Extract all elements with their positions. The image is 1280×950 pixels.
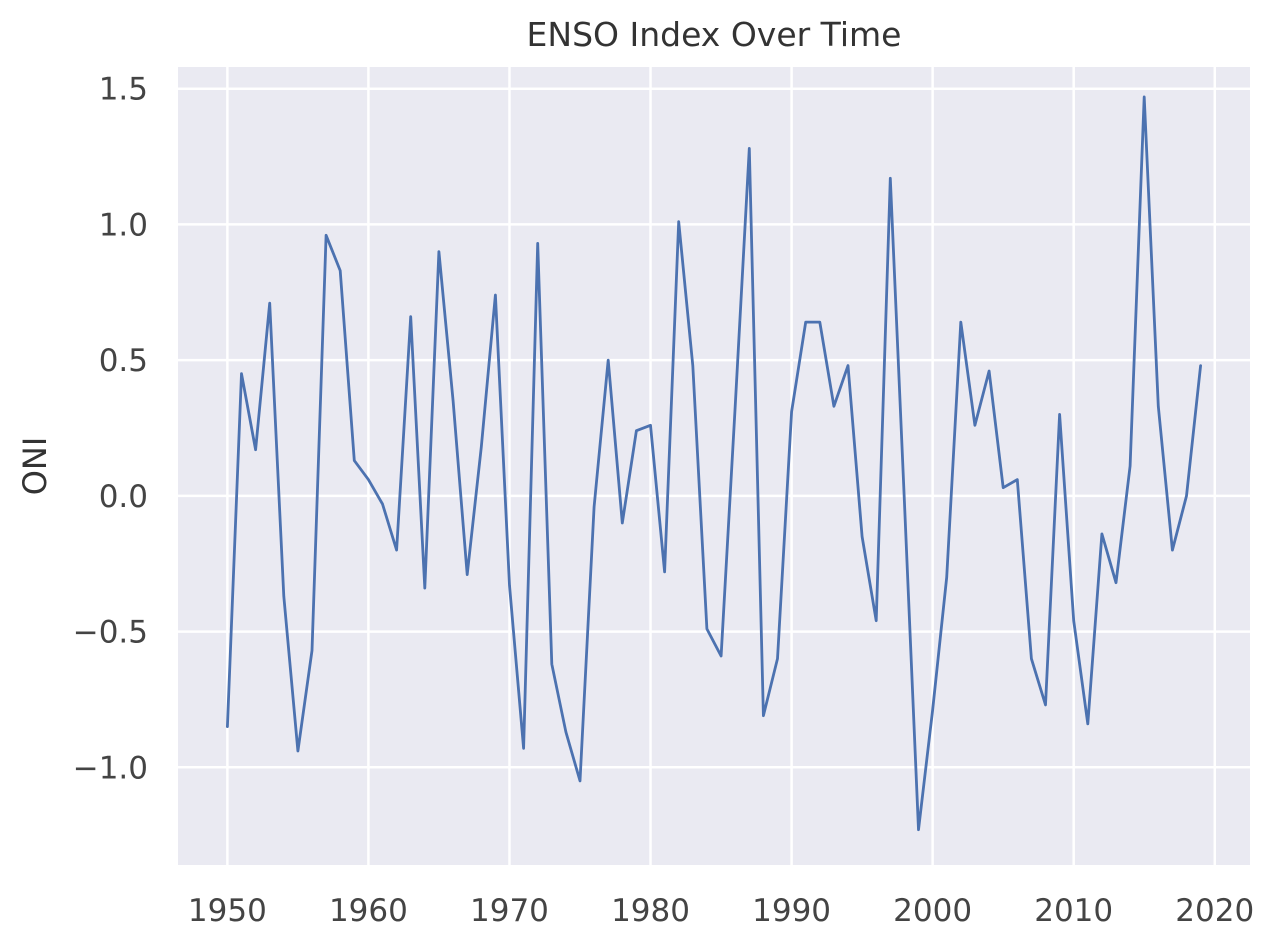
x-tick-label: 2000 xyxy=(893,893,972,929)
x-tick-label: 1960 xyxy=(329,893,408,929)
y-tick-label: 0.0 xyxy=(99,479,148,515)
x-tick-label: 1950 xyxy=(188,893,267,929)
data-point xyxy=(437,250,441,254)
data-point xyxy=(649,423,653,427)
y-tick-label: 1.0 xyxy=(99,207,148,243)
data-point xyxy=(761,714,765,718)
data-point xyxy=(1114,581,1118,585)
plot-area xyxy=(178,67,1250,865)
data-point xyxy=(832,404,836,408)
data-point xyxy=(225,725,229,729)
data-point xyxy=(804,320,808,324)
x-tick-label: 1980 xyxy=(611,893,690,929)
data-point xyxy=(564,730,568,734)
data-point xyxy=(945,575,949,579)
data-point xyxy=(959,320,963,324)
data-point xyxy=(987,369,991,373)
data-point xyxy=(366,478,370,482)
y-tick-label: −1.0 xyxy=(73,750,148,786)
y-axis-ticks: −1.0 −0.5 0.0 0.5 1.0 1.5 xyxy=(73,72,148,787)
data-point xyxy=(691,364,695,368)
data-point xyxy=(1044,703,1048,707)
x-tick-label: 1970 xyxy=(470,893,549,929)
data-point xyxy=(522,746,526,750)
data-point xyxy=(381,502,385,506)
data-point xyxy=(1128,464,1132,468)
data-point xyxy=(1015,478,1019,482)
data-point xyxy=(508,583,512,587)
data-point xyxy=(310,649,314,653)
grid-lines xyxy=(178,67,1250,865)
data-point xyxy=(790,410,794,414)
data-point xyxy=(1199,364,1203,368)
data-point xyxy=(352,459,356,463)
data-point xyxy=(606,358,610,362)
data-point xyxy=(282,594,286,598)
data-point xyxy=(493,293,497,297)
data-point xyxy=(296,749,300,753)
series-line-oni xyxy=(225,95,1202,832)
y-axis-title: ONI xyxy=(16,437,54,496)
data-point xyxy=(578,779,582,783)
data-point xyxy=(776,657,780,661)
data-point xyxy=(747,146,751,150)
chart-title: ENSO Index Over Time xyxy=(527,15,902,54)
data-point xyxy=(818,320,822,324)
data-point xyxy=(1156,404,1160,408)
data-point xyxy=(705,627,709,631)
x-tick-label: 2020 xyxy=(1175,893,1254,929)
data-point xyxy=(395,548,399,552)
data-point xyxy=(592,505,596,509)
data-point xyxy=(536,241,540,245)
data-point xyxy=(409,315,413,319)
data-point xyxy=(268,301,272,305)
y-tick-label: 0.5 xyxy=(99,343,148,379)
x-tick-label: 2010 xyxy=(1034,893,1113,929)
data-point xyxy=(1072,619,1076,623)
data-point xyxy=(451,399,455,403)
data-point xyxy=(324,233,328,237)
data-point xyxy=(719,654,723,658)
data-point xyxy=(423,586,427,590)
data-point xyxy=(620,521,624,525)
data-point xyxy=(888,176,892,180)
data-point xyxy=(917,828,921,832)
data-point xyxy=(240,372,244,376)
data-point xyxy=(902,499,906,503)
data-point xyxy=(1170,548,1174,552)
y-tick-label: −0.5 xyxy=(73,615,148,651)
data-point xyxy=(733,404,737,408)
data-point xyxy=(1142,95,1146,99)
data-point xyxy=(973,423,977,427)
data-point xyxy=(1058,412,1062,416)
x-axis-ticks: 1950 1960 1970 1980 1990 2000 2010 2020 xyxy=(188,893,1254,929)
data-point xyxy=(1029,657,1033,661)
data-point xyxy=(931,708,935,712)
data-point xyxy=(338,269,342,273)
data-point xyxy=(634,429,638,433)
data-point xyxy=(1001,486,1005,490)
data-point xyxy=(846,364,850,368)
data-point xyxy=(465,573,469,577)
y-tick-label: 1.5 xyxy=(99,72,148,108)
data-point xyxy=(677,220,681,224)
data-point xyxy=(479,445,483,449)
data-point xyxy=(254,448,258,452)
data-point xyxy=(550,662,554,666)
data-point xyxy=(1185,494,1189,498)
data-point xyxy=(663,570,667,574)
data-point xyxy=(1086,722,1090,726)
data-point xyxy=(860,535,864,539)
x-tick-label: 1990 xyxy=(752,893,831,929)
data-point xyxy=(1100,532,1104,536)
data-point xyxy=(874,619,878,623)
